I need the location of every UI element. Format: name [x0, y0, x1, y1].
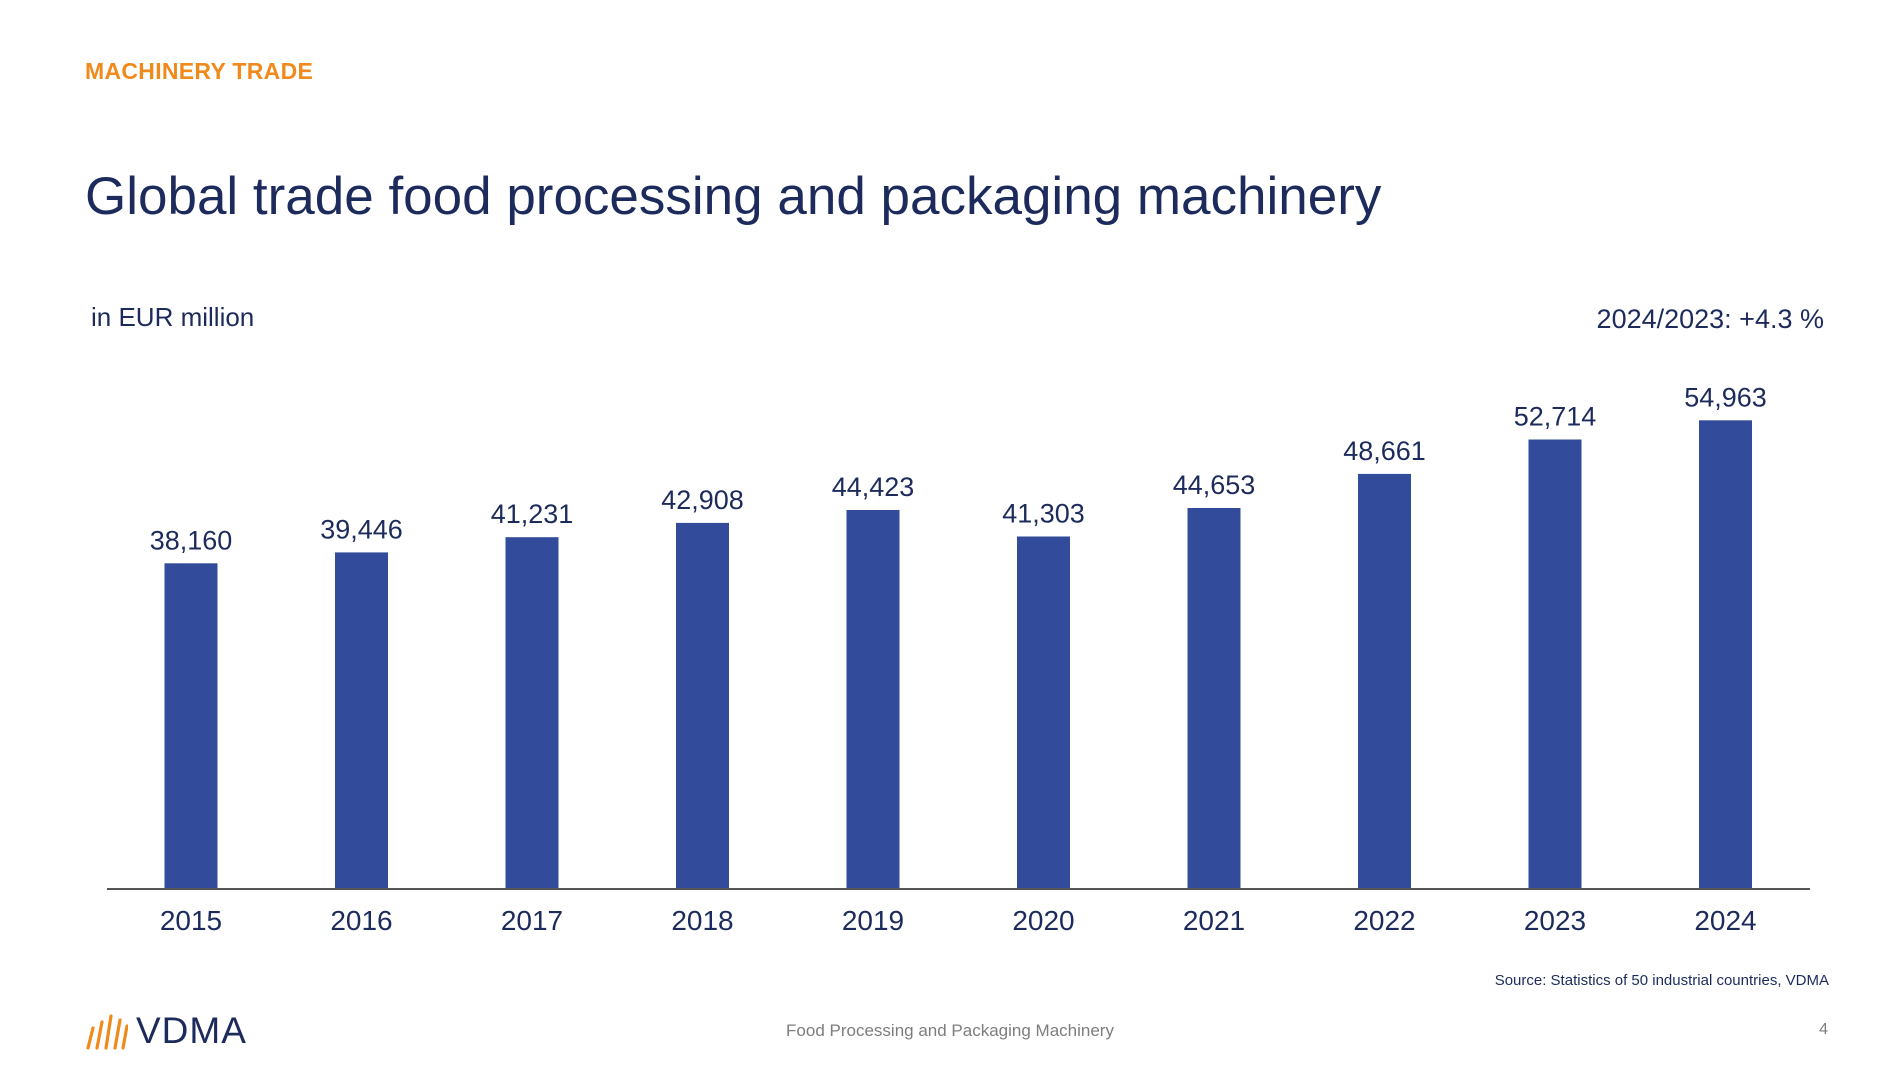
value-labels-group: 38,160 39,446 41,231 42,908 44,423 41,303 44,6… [150, 382, 1767, 555]
growth-annotation: 2024/2023: +4.3 % [1596, 304, 1824, 334]
x-tick-label-2024: 2024 [1694, 905, 1756, 936]
vdma-logo-mark-icon [86, 1014, 128, 1050]
value-label-2019: 44,423 [832, 472, 915, 502]
x-tick-label-2023: 2023 [1524, 905, 1586, 936]
x-tick-labels-group: 2015 2016 2017 2018 2019 2020 2021 2022 2023 2024 [160, 905, 1757, 936]
x-tick-label-2017: 2017 [501, 905, 563, 936]
x-tick-label-2021: 2021 [1183, 905, 1245, 936]
value-label-2016: 39,446 [320, 514, 403, 544]
x-tick-label-2015: 2015 [160, 905, 222, 936]
vdma-logo: VDMA [84, 1010, 247, 1052]
value-label-2021: 44,653 [1173, 470, 1256, 500]
bar-2018 [676, 522, 729, 888]
x-tick-label-2020: 2020 [1012, 905, 1074, 936]
value-label-2017: 41,231 [491, 499, 574, 529]
section-kicker: MACHINERY TRADE [85, 58, 314, 84]
x-tick-label-2019: 2019 [842, 905, 904, 936]
footer-title: Food Processing and Packaging Machinery [786, 1021, 1114, 1040]
bar-2020 [1017, 536, 1070, 888]
bar-2022 [1358, 473, 1411, 888]
page-title: Global trade food processing and packagi… [85, 167, 1382, 226]
bar-2017 [505, 537, 559, 888]
bar-2019 [846, 510, 900, 888]
value-label-2020: 41,303 [1002, 499, 1085, 529]
bar-2024 [1699, 420, 1752, 888]
x-tick-label-2018: 2018 [671, 905, 733, 936]
value-label-2022: 48,661 [1343, 436, 1426, 466]
value-label-2018: 42,908 [661, 485, 744, 515]
value-label-2024: 54,963 [1684, 382, 1767, 412]
bar-2016 [335, 552, 388, 888]
page-number: 4 [1819, 1021, 1828, 1038]
y-axis-unit-label: in EUR million [91, 302, 255, 332]
x-tick-label-2016: 2016 [330, 905, 392, 936]
x-tick-label-2022: 2022 [1353, 905, 1415, 936]
bar-2023 [1528, 439, 1582, 888]
bars-group [164, 420, 1752, 888]
value-label-2023: 52,714 [1514, 402, 1597, 432]
bar-2021 [1187, 508, 1241, 888]
vdma-logo-text: VDMA [136, 1010, 247, 1051]
bar-2015 [164, 563, 218, 888]
source-note: Source: Statistics of 50 industrial coun… [1494, 972, 1829, 989]
value-label-2015: 38,160 [150, 525, 233, 555]
